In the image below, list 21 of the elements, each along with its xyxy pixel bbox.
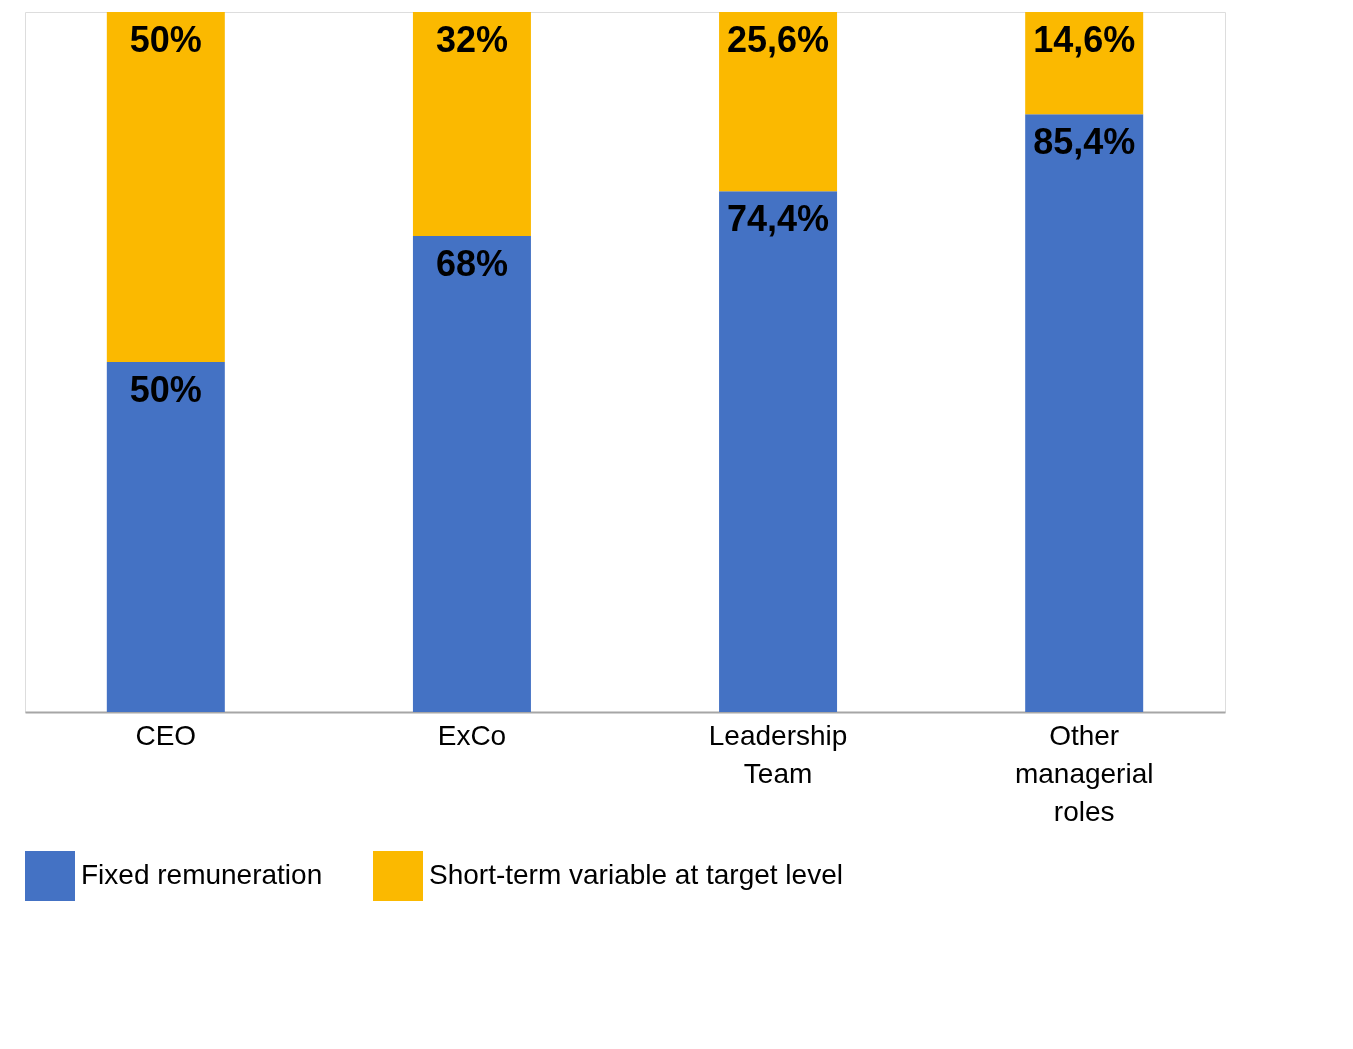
data-label: 50%	[129, 369, 202, 410]
bar	[412, 12, 531, 236]
legend-label: Short-term variable at target level	[429, 859, 843, 890]
data-label: 68%	[435, 243, 508, 284]
x-tick-label: Other managerial roles	[1014, 719, 1154, 827]
bar	[412, 236, 531, 712]
data-label: 74,4%	[727, 198, 830, 240]
data-label: 50%	[129, 19, 202, 60]
data-label: 85,4%	[1033, 121, 1136, 163]
x-tick-label: CEO	[135, 719, 197, 751]
data-label: 32%	[435, 19, 508, 60]
data-label: 25,6%	[727, 19, 830, 60]
x-tick-label: Leadership Team	[708, 719, 848, 789]
bar	[719, 12, 838, 192]
x-tick-label: ExCo	[437, 719, 507, 751]
bar	[719, 191, 838, 712]
data-label: 14,6%	[1033, 19, 1136, 60]
legend-label: Fixed remuneration	[81, 859, 323, 890]
bar	[1025, 114, 1144, 712]
bar	[106, 362, 225, 712]
bar	[106, 12, 225, 362]
